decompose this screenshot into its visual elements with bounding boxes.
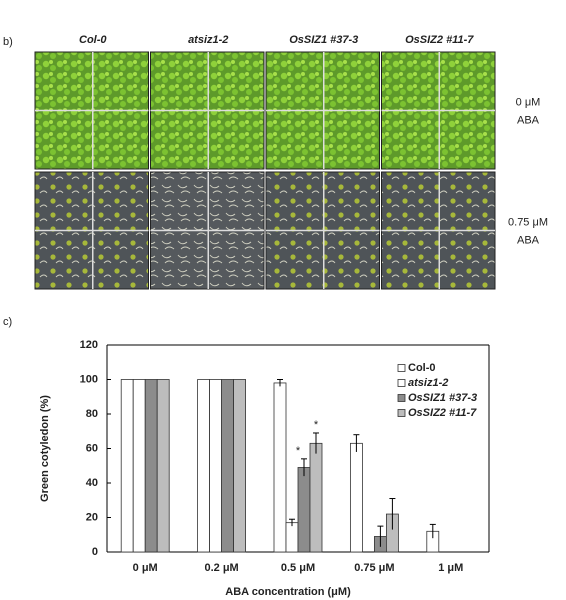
panel-label: b)	[3, 36, 13, 48]
row-label: 0 μM	[516, 96, 541, 108]
bar	[156, 379, 170, 553]
column-label: Col-0	[79, 34, 107, 46]
y-tick-label: 60	[86, 442, 98, 454]
y-tick-label: 100	[80, 373, 98, 385]
legend-label: OsSIZ1 #37-3	[408, 392, 477, 404]
bar	[209, 379, 223, 553]
bar	[120, 379, 134, 553]
bar	[233, 379, 247, 553]
row-label: 0.75 μM	[508, 216, 548, 228]
column-label: OsSIZ2 #11-7	[405, 34, 474, 46]
column-label: atsiz1-2	[188, 34, 228, 46]
x-tick-label: 0.5 μM	[281, 562, 315, 574]
legend-swatch	[397, 394, 406, 402]
panel-label: c)	[3, 316, 12, 328]
bar	[285, 522, 299, 553]
row-label: ABA	[517, 234, 540, 246]
bar	[132, 379, 146, 553]
x-tick-label: 0.75 μM	[354, 562, 394, 574]
legend-swatch	[397, 364, 406, 372]
y-tick-label: 120	[80, 339, 98, 351]
row-label: ABA	[517, 114, 540, 126]
annotation: *	[296, 445, 301, 457]
y-axis-label: Green cotyledon (%)	[39, 395, 51, 502]
photo-grid: Col-0 atsiz1-2 OsSIZ1 #37-3 OsSIZ2 #11-7 0 μ…	[34, 34, 548, 290]
y-tick-label: 80	[86, 408, 98, 420]
bar	[349, 442, 363, 553]
y-tick-label: 20	[86, 511, 98, 523]
x-tick-label: 0.2 μM	[204, 562, 238, 574]
bar	[144, 379, 158, 553]
legend-label: Col-0	[408, 362, 436, 374]
bar	[309, 442, 323, 553]
bar	[221, 379, 235, 553]
bar	[197, 379, 211, 553]
x-tick-label: 0 μM	[133, 562, 158, 574]
annotation: *	[314, 419, 319, 431]
column-label: OsSIZ1 #37-3	[289, 34, 358, 46]
y-tick-label: 40	[86, 477, 98, 489]
y-tick-label: 0	[92, 546, 98, 558]
chart: 0 20 40 60 80 100 120 Green cotyledon (%) ABA co…	[39, 339, 490, 598]
bar	[273, 382, 287, 553]
legend-label: OsSIZ2 #11-7	[408, 407, 477, 419]
legend-swatch	[397, 409, 406, 417]
bar	[297, 467, 311, 553]
legend-swatch	[397, 379, 406, 387]
legend-label: atsiz1-2	[408, 377, 448, 389]
x-axis-label: ABA concentration (μM)	[225, 586, 351, 598]
x-tick-label: 1 μM	[438, 562, 463, 574]
